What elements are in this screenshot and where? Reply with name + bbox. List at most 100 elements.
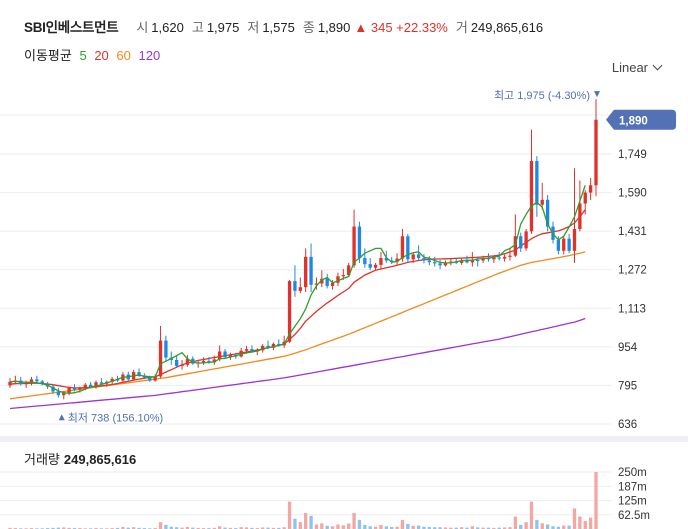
candle-body[interactable] bbox=[513, 236, 518, 256]
volume-bar[interactable] bbox=[131, 527, 136, 529]
candle-body[interactable] bbox=[373, 264, 378, 268]
volume-bar[interactable] bbox=[406, 523, 410, 529]
volume-bar[interactable] bbox=[239, 527, 243, 529]
candle-body[interactable] bbox=[406, 236, 410, 260]
volume-bar[interactable] bbox=[562, 525, 566, 529]
candle-body[interactable] bbox=[250, 349, 254, 352]
volume-bar[interactable] bbox=[115, 527, 120, 529]
volume-bar[interactable] bbox=[438, 527, 442, 529]
candle-body[interactable] bbox=[562, 238, 566, 251]
volume-bar[interactable] bbox=[51, 527, 55, 529]
volume-bar[interactable] bbox=[422, 526, 426, 529]
candle-body[interactable] bbox=[540, 199, 544, 205]
candle-body[interactable] bbox=[153, 376, 157, 381]
volume-bar[interactable] bbox=[180, 527, 184, 529]
candle-body[interactable] bbox=[261, 345, 265, 351]
candle-body[interactable] bbox=[476, 260, 480, 262]
candle-body[interactable] bbox=[62, 392, 66, 396]
volume-bar[interactable] bbox=[379, 524, 383, 529]
candle-body[interactable] bbox=[390, 260, 394, 262]
candle-body[interactable] bbox=[411, 254, 415, 260]
volume-bar[interactable] bbox=[481, 527, 485, 529]
volume-bar[interactable] bbox=[121, 526, 125, 529]
candle-body[interactable] bbox=[180, 364, 184, 367]
candle-body[interactable] bbox=[88, 384, 93, 387]
volume-bar[interactable] bbox=[320, 523, 324, 529]
candle-body[interactable] bbox=[384, 258, 388, 261]
candle-body[interactable] bbox=[56, 391, 61, 396]
volume-bar[interactable] bbox=[336, 524, 340, 529]
candle-body[interactable] bbox=[502, 256, 507, 259]
candle-body[interactable] bbox=[594, 119, 598, 186]
candle-body[interactable] bbox=[416, 254, 421, 259]
candle-body[interactable] bbox=[158, 340, 163, 377]
candle-body[interactable] bbox=[352, 226, 356, 266]
volume-bar[interactable] bbox=[330, 526, 335, 529]
volume-bar[interactable] bbox=[357, 519, 362, 529]
volume-bar[interactable] bbox=[309, 515, 313, 529]
volume-bar[interactable] bbox=[384, 526, 388, 529]
volume-bar[interactable] bbox=[347, 523, 351, 529]
candle-body[interactable] bbox=[443, 262, 448, 266]
candle-body[interactable] bbox=[427, 260, 432, 263]
volume-bar[interactable] bbox=[304, 513, 308, 529]
candle-body[interactable] bbox=[465, 260, 469, 263]
candle-body[interactable] bbox=[395, 258, 399, 262]
candle-body[interactable] bbox=[137, 372, 141, 376]
volume-bar[interactable] bbox=[223, 527, 227, 529]
volume-bar[interactable] bbox=[314, 524, 319, 529]
volume-bar[interactable] bbox=[497, 527, 501, 529]
ma-legend-120[interactable]: 120 bbox=[138, 48, 161, 63]
candle-body[interactable] bbox=[459, 260, 464, 263]
candle-body[interactable] bbox=[572, 228, 577, 251]
candle-body[interactable] bbox=[174, 359, 179, 367]
volume-bar[interactable] bbox=[400, 519, 405, 529]
volume-bar[interactable] bbox=[390, 526, 394, 529]
candle-body[interactable] bbox=[148, 377, 152, 381]
volume-bar[interactable] bbox=[545, 524, 550, 529]
volume-bar[interactable] bbox=[556, 526, 561, 529]
scale-dropdown[interactable]: Linear bbox=[612, 60, 663, 75]
volume-bar[interactable] bbox=[524, 522, 528, 529]
candle-body[interactable] bbox=[363, 258, 367, 265]
candle-body[interactable] bbox=[309, 256, 313, 285]
volume-bar[interactable] bbox=[126, 527, 130, 529]
volume-bar[interactable] bbox=[174, 527, 179, 529]
ma-legend-5[interactable]: 5 bbox=[79, 48, 87, 63]
candle-body[interactable] bbox=[379, 258, 383, 265]
volume-bar[interactable] bbox=[470, 526, 475, 529]
volume-bar[interactable] bbox=[164, 524, 168, 529]
candle-body[interactable] bbox=[99, 382, 104, 384]
volume-bar[interactable] bbox=[282, 527, 286, 529]
candle-body[interactable] bbox=[578, 203, 582, 229]
volume-bar[interactable] bbox=[62, 527, 66, 529]
candle-body[interactable] bbox=[438, 263, 442, 266]
candle-body[interactable] bbox=[336, 276, 340, 283]
candle-body[interactable] bbox=[228, 355, 233, 358]
candle-body[interactable] bbox=[545, 199, 550, 227]
volume-bar[interactable] bbox=[228, 527, 233, 529]
candle-body[interactable] bbox=[556, 239, 561, 251]
volume-bar[interactable] bbox=[56, 527, 61, 529]
ma-legend-20[interactable]: 20 bbox=[94, 48, 109, 63]
candle-body[interactable] bbox=[422, 258, 426, 261]
volume-bar[interactable] bbox=[454, 527, 458, 529]
volume-bar[interactable] bbox=[271, 527, 276, 529]
volume-bar[interactable] bbox=[492, 527, 496, 529]
volume-bar[interactable] bbox=[588, 517, 593, 529]
volume-bar[interactable] bbox=[352, 513, 356, 529]
candle-body[interactable] bbox=[298, 287, 302, 291]
volume-bar[interactable] bbox=[427, 526, 432, 529]
candle-body[interactable] bbox=[271, 343, 276, 348]
candle-body[interactable] bbox=[588, 185, 593, 193]
volume-bar[interactable] bbox=[250, 527, 254, 529]
candle-body[interactable] bbox=[330, 282, 335, 286]
candle-body[interactable] bbox=[201, 360, 206, 363]
candle-body[interactable] bbox=[244, 349, 249, 351]
candle-body[interactable] bbox=[567, 238, 571, 251]
candle-body[interactable] bbox=[29, 379, 34, 384]
candle-body[interactable] bbox=[433, 262, 437, 264]
volume-bar[interactable] bbox=[341, 525, 345, 529]
volume-bar[interactable] bbox=[486, 527, 491, 529]
